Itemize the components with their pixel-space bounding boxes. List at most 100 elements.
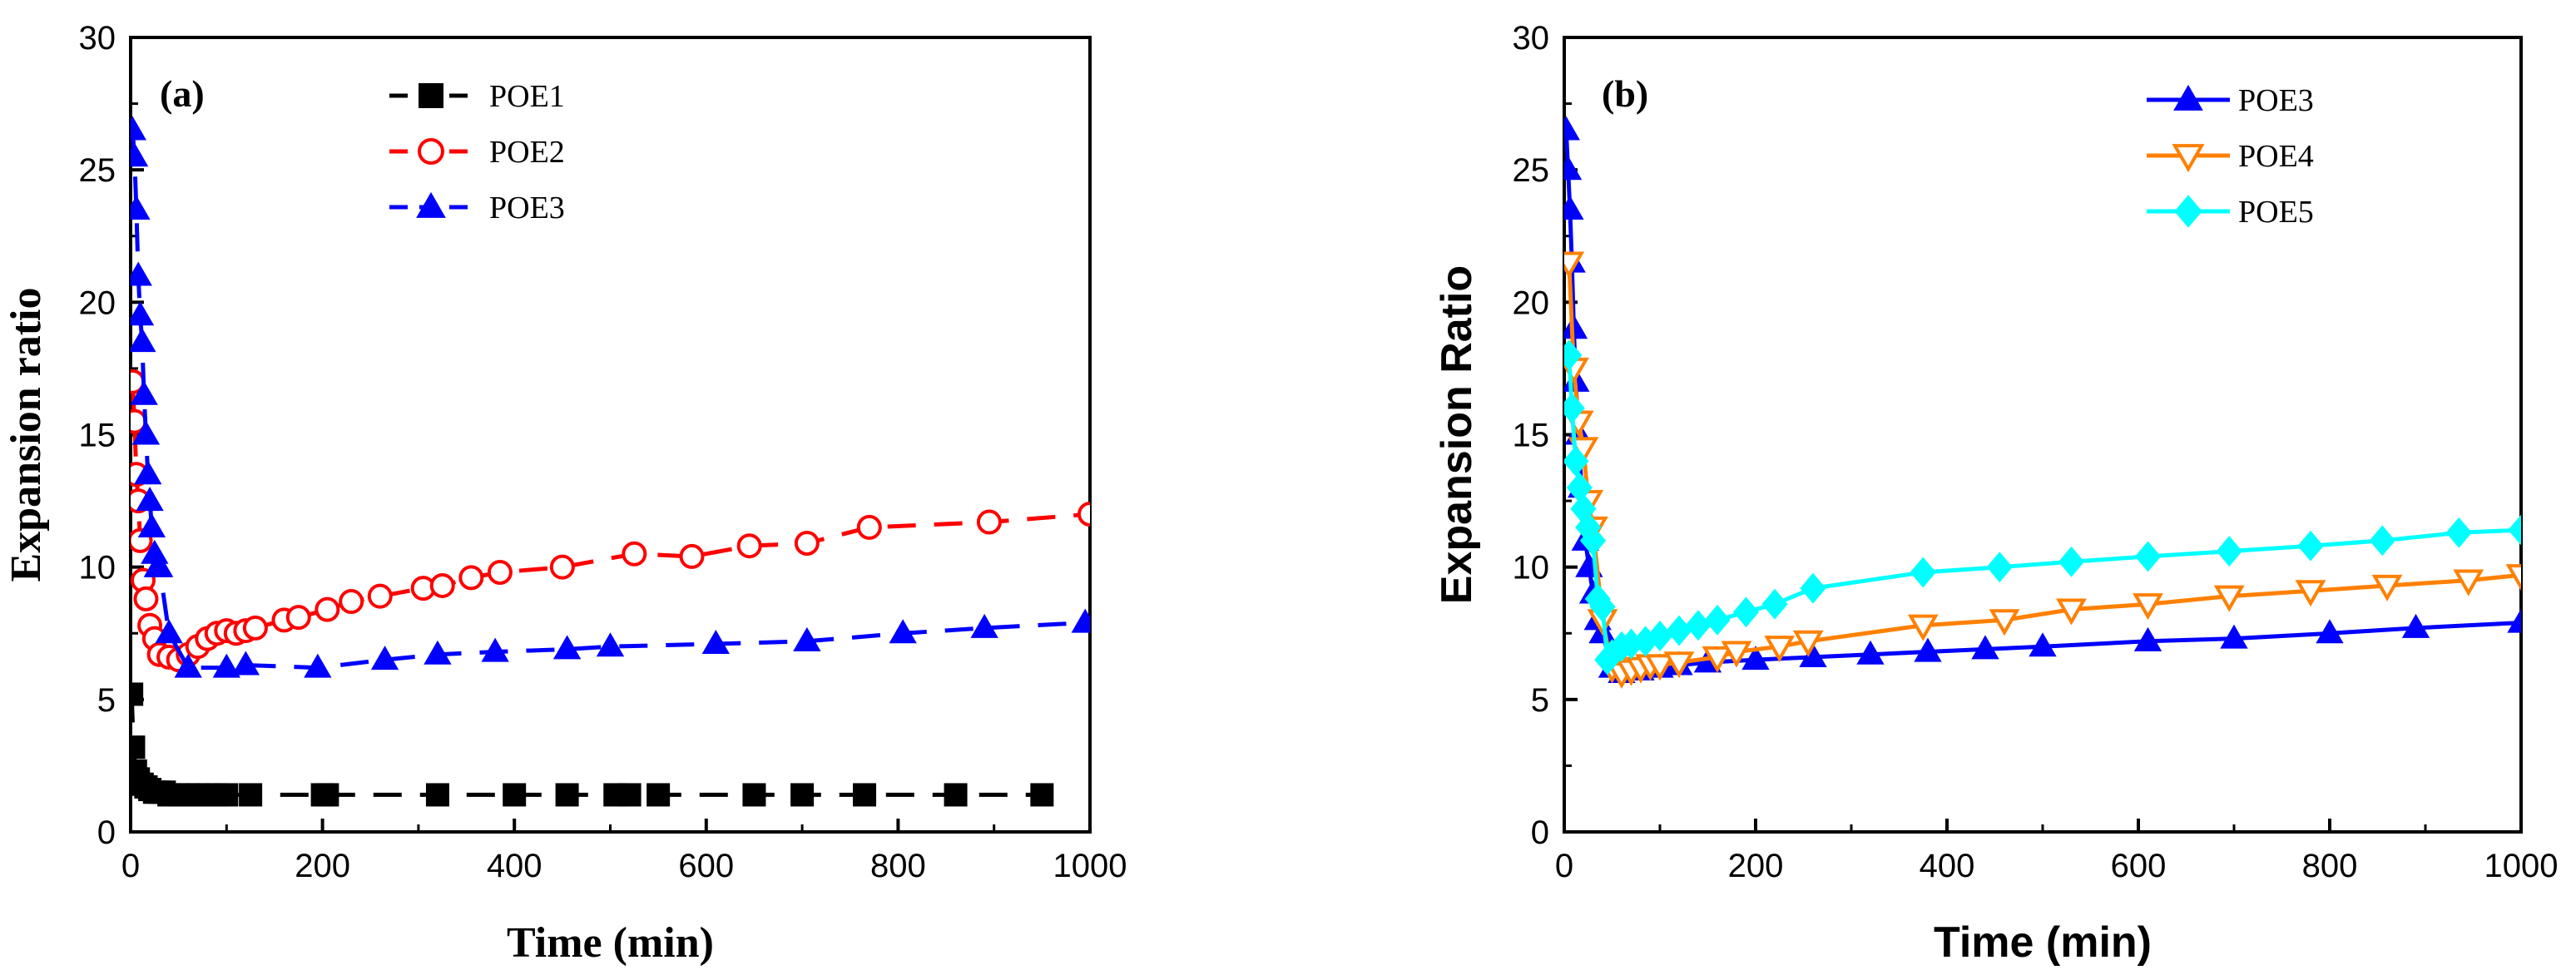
data-point-poe2 [487, 560, 513, 586]
data-point-poe4 [1989, 609, 2020, 636]
data-point-poe2 [242, 615, 268, 641]
data-point-poe3 [145, 552, 174, 577]
y-tick-label: 15 [1513, 418, 1550, 454]
legend-marker-poe3 [2173, 84, 2203, 111]
legend-label-poe1: POE1 [489, 79, 565, 114]
data-point-poe4 [2505, 564, 2521, 591]
data-point-poe4 [1564, 251, 1585, 279]
data-point-poe3 [155, 619, 183, 644]
y-tick-label: 30 [79, 20, 116, 57]
data-point-poe2 [976, 509, 1002, 535]
data-point-poe4 [1702, 646, 1733, 673]
data-point-poe1 [315, 783, 339, 807]
data-point-poe5 [1579, 525, 1607, 557]
data-point-poe1 [646, 783, 671, 807]
data-point-poe3 [131, 328, 156, 353]
data-point-poe3 [1564, 156, 1583, 181]
y-tick-label: 0 [1531, 814, 1549, 851]
legend-marker-poe2 [418, 138, 444, 165]
legend-marker-poe1 [419, 83, 443, 108]
legend-marker-poe3 [416, 191, 446, 218]
data-point-poe3 [131, 420, 161, 445]
data-point-poe3 [174, 653, 202, 678]
data-point-poe3 [370, 646, 399, 671]
data-point-poe1 [944, 783, 968, 807]
y-tick-label: 10 [1513, 550, 1550, 586]
data-point-poe5 [2216, 536, 2242, 567]
x-axis-title: Time (min) [1934, 918, 2152, 967]
legend-label-poe3: POE3 [489, 191, 565, 225]
legend-marker-poe4 [2172, 144, 2205, 173]
data-point-poe3 [889, 619, 917, 644]
data-point-poe3 [131, 261, 152, 286]
data-point-poe5 [1704, 604, 1731, 636]
data-point-poe1 [1030, 783, 1054, 807]
data-point-poe2 [285, 605, 311, 631]
x-tick-label: 600 [678, 848, 734, 884]
x-tick-label: 200 [1728, 848, 1784, 884]
data-point-poe4 [1907, 614, 1939, 641]
legend-label-poe4: POE4 [2238, 139, 2314, 174]
data-point-poe1 [742, 783, 766, 807]
x-tick-label: 600 [2111, 848, 2167, 884]
y-axis-title: Expansion Ratio [1433, 265, 1481, 604]
data-point-poe3 [136, 487, 164, 512]
x-tick-label: 400 [487, 848, 542, 884]
data-point-poe5 [1564, 445, 1589, 477]
data-point-poe2 [133, 586, 159, 611]
legend-label-poe2: POE2 [489, 135, 565, 170]
data-point-poe3 [131, 142, 149, 167]
y-tick-label: 25 [79, 152, 116, 189]
series-line-poe3 [131, 130, 1086, 671]
data-point-poe3 [1799, 642, 1827, 667]
data-point-poe3 [134, 460, 162, 485]
x-tick-label: 800 [870, 848, 926, 884]
data-point-poe1 [555, 783, 579, 807]
data-point-poe4 [1644, 654, 1676, 681]
data-point-poe3 [131, 301, 155, 326]
data-point-poe2 [1077, 502, 1090, 527]
x-tick-label: 0 [1555, 848, 1573, 884]
data-point-poe2 [339, 589, 364, 615]
x-axis-title: Time (min) [507, 919, 714, 967]
data-point-poe2 [549, 554, 575, 580]
data-point-poe5 [2445, 517, 2472, 548]
x-tick-label: 400 [1920, 848, 1975, 884]
x-tick-label: 800 [2302, 848, 2358, 884]
data-point-poe1 [239, 783, 263, 807]
y-tick-label: 15 [79, 418, 116, 454]
data-point-poe3 [231, 651, 260, 676]
data-point-poe3 [424, 640, 452, 665]
data-point-poe5 [2297, 530, 2324, 562]
data-point-poe5 [1986, 552, 2013, 583]
series-line-poe1 [131, 694, 1043, 797]
data-point-poe2 [367, 583, 393, 609]
data-point-poe5 [1910, 557, 1936, 588]
data-point-poe1 [131, 735, 146, 760]
data-point-poe3 [1971, 635, 1999, 660]
x-tick-label: 1000 [2484, 848, 2559, 884]
data-point-poe4 [2056, 598, 2087, 626]
y-tick-label: 5 [97, 682, 116, 719]
data-point-poe2 [736, 533, 762, 559]
data-point-poe5 [1564, 393, 1585, 424]
legend-marker-poe5 [2174, 195, 2202, 228]
data-point-poe1 [790, 783, 815, 807]
y-tick-label: 30 [1513, 20, 1550, 57]
data-point-poe5 [1732, 596, 1760, 628]
x-tick-label: 200 [295, 848, 350, 884]
data-point-poe2 [679, 543, 705, 569]
data-point-poe5 [2369, 525, 2395, 557]
data-point-poe4 [1663, 651, 1695, 679]
data-point-poe4 [2213, 585, 2245, 612]
data-point-poe3 [304, 653, 332, 678]
y-tick-label: 5 [1531, 682, 1549, 719]
data-point-poe2 [856, 514, 882, 540]
data-point-poe5 [1761, 588, 1788, 620]
data-point-poe3 [1564, 116, 1580, 141]
data-point-poe2 [794, 531, 820, 557]
legend-label-poe3: POE3 [2238, 83, 2314, 118]
data-point-poe3 [131, 116, 146, 141]
data-point-poe5 [1589, 591, 1616, 622]
